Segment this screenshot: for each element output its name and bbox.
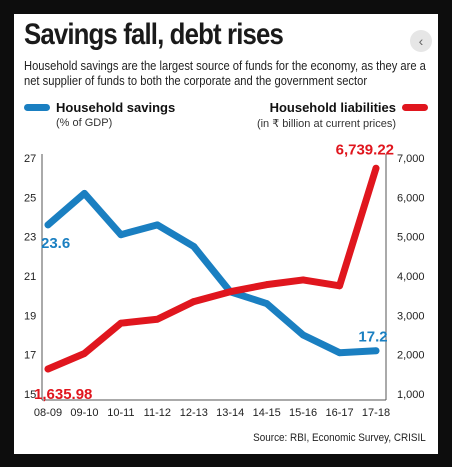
- liabilities-point: [190, 298, 198, 305]
- data-label: 23.6: [41, 235, 70, 252]
- legend-label-liabilities: Household liabilities: [269, 100, 396, 115]
- x-tick-label: 17-18: [362, 407, 390, 419]
- legend-savings: Household savings (% of GDP): [24, 100, 175, 129]
- liabilities-point: [372, 164, 380, 172]
- savings-point: [372, 347, 380, 355]
- left-tick-label: 21: [24, 271, 36, 283]
- right-tick-label: 4,000: [397, 271, 425, 283]
- left-tick-label: 15: [24, 389, 36, 401]
- liabilities-point: [117, 319, 125, 327]
- savings-point: [44, 221, 52, 229]
- savings-series-line: [44, 189, 380, 357]
- right-tick-label: 3,000: [397, 310, 425, 322]
- savings-point: [117, 231, 125, 239]
- savings-point: [153, 221, 161, 229]
- data-label: 17.2: [358, 329, 387, 346]
- liabilities-point: [44, 365, 52, 373]
- left-tick-label: 25: [24, 192, 36, 204]
- liabilities-point: [153, 315, 161, 323]
- right-tick-label: 7,000: [397, 153, 425, 165]
- right-tick-label: 5,000: [397, 232, 425, 244]
- x-tick-label: 08-09: [34, 407, 62, 419]
- savings-point: [263, 300, 271, 307]
- legend-swatch-liabilities: [402, 104, 428, 111]
- x-tick-label: 10-11: [107, 407, 134, 419]
- liabilities-point: [263, 281, 271, 289]
- savings-point: [190, 243, 198, 250]
- liabilities-point: [226, 288, 234, 296]
- x-tick-label: 15-16: [289, 407, 317, 419]
- legend-unit-savings: (% of GDP): [56, 117, 113, 129]
- left-tick-label: 27: [24, 153, 36, 165]
- right-tick-label: 2,000: [397, 350, 425, 362]
- liabilities-point: [81, 350, 88, 357]
- left-tick-label: 23: [24, 232, 36, 244]
- savings-point: [299, 331, 307, 339]
- x-tick-label: 16-17: [325, 407, 353, 419]
- x-tick-label: 09-10: [70, 407, 98, 419]
- legend-unit-liabilities: (in ₹ billion at current prices): [256, 118, 396, 130]
- right-tick-label: 6,000: [397, 192, 425, 204]
- right-tick-label: 1,000: [397, 389, 425, 401]
- chart-subtitle: Household savings are the largest source…: [24, 58, 426, 88]
- line-chart: 15 17 19 21 23 25 27 1,000 2,000 3,000 4,000 5,000 6…: [24, 141, 425, 419]
- savings-point: [81, 190, 88, 197]
- savings-point: [336, 349, 343, 357]
- legend-label-savings: Household savings: [56, 100, 176, 115]
- source-note: Source: RBI, Economic Survey, CRISIL: [253, 432, 426, 444]
- chevron-left-icon[interactable]: ‹: [410, 30, 432, 52]
- x-tick-label: 14-15: [253, 407, 281, 419]
- liabilities-series-line: [44, 164, 380, 373]
- x-tick-label: 13-14: [216, 407, 244, 419]
- legend-swatch-savings: [24, 104, 50, 111]
- x-tick-label: 12-13: [180, 407, 208, 419]
- left-tick-label: 17: [24, 350, 36, 362]
- left-tick-label: 19: [24, 310, 36, 322]
- legend-liabilities: Household liabilities (in ₹ billion at c…: [257, 100, 428, 130]
- liabilities-point: [299, 276, 307, 284]
- chart-title: Savings fall, debt rises: [24, 18, 284, 51]
- data-label: 1,635.98: [34, 386, 92, 403]
- chart-card: Savings fall, debt rises Household savin…: [14, 14, 438, 454]
- x-tick-label: 11-12: [144, 407, 171, 419]
- data-label: 6,739.22: [336, 141, 394, 158]
- liabilities-point: [336, 282, 343, 290]
